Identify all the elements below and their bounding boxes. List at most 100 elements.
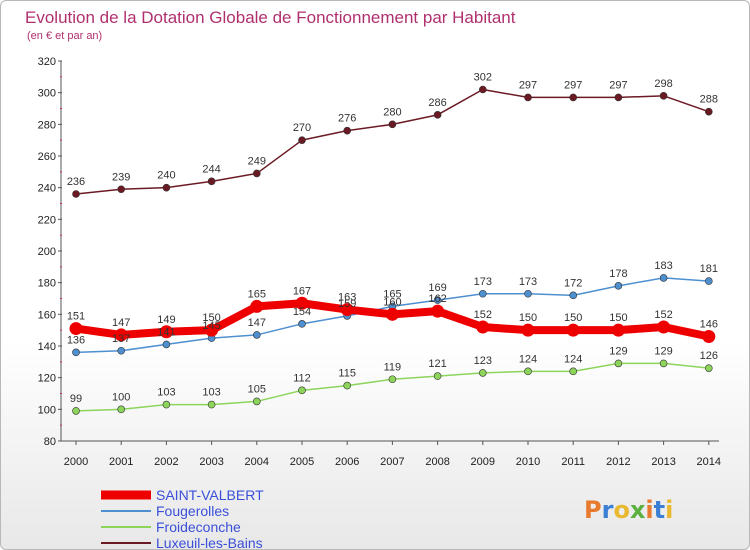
data-label-froideconche: 100 — [112, 391, 130, 403]
point-froideconche — [162, 400, 171, 409]
x-tick-label: 2013 — [651, 456, 675, 468]
data-label-luxeuil-les-bains: 280 — [383, 106, 401, 118]
data-label-luxeuil-les-bains: 298 — [654, 78, 672, 90]
point-froideconche — [117, 405, 125, 414]
point-fougerolles — [72, 348, 80, 357]
data-label-froideconche: 105 — [248, 383, 266, 395]
data-label-saint-valbert: 160 — [383, 296, 401, 308]
y-tick-label: 220 — [38, 214, 56, 226]
data-label-saint-valbert: 150 — [609, 312, 627, 324]
data-label-fougerolles: 141 — [157, 326, 175, 338]
point-fougerolles — [614, 282, 623, 290]
point-froideconche — [524, 367, 532, 376]
x-tick-label: 2012 — [606, 456, 630, 468]
data-label-saint-valbert: 146 — [700, 319, 718, 331]
legend-label: Luxeuil-les-Bains — [156, 535, 263, 550]
point-luxeuil-les-bains — [614, 93, 623, 102]
point-froideconche — [704, 364, 713, 372]
point-froideconche — [569, 367, 578, 376]
point-luxeuil-les-bains — [72, 190, 80, 198]
point-froideconche — [478, 369, 487, 377]
point-fougerolles — [117, 346, 125, 355]
point-saint-valbert — [250, 299, 264, 313]
point-froideconche — [614, 359, 623, 368]
legend: SAINT-VALBERTFougerollesFroideconcheLuxe… — [101, 487, 264, 550]
legend-label: Froideconche — [156, 519, 241, 535]
data-label-saint-valbert: 150 — [202, 312, 220, 324]
data-label-luxeuil-les-bains: 302 — [474, 72, 492, 84]
data-label-froideconche: 121 — [428, 358, 446, 370]
x-tick-label: 2007 — [380, 456, 404, 468]
data-label-luxeuil-les-bains: 249 — [248, 155, 266, 167]
point-luxeuil-les-bains — [704, 107, 713, 116]
point-luxeuil-les-bains — [569, 93, 578, 102]
data-label-fougerolles: 159 — [338, 298, 356, 310]
point-fougerolles — [433, 296, 442, 304]
point-froideconche — [298, 386, 306, 395]
data-label-saint-valbert: 163 — [338, 292, 356, 304]
y-tick-label: 120 — [38, 373, 56, 385]
chart-title: Evolution de la Dotation Globale de Fonc… — [25, 8, 516, 27]
point-saint-valbert — [702, 330, 716, 343]
data-label-fougerolles: 137 — [112, 333, 130, 345]
data-label-froideconche: 115 — [338, 368, 356, 380]
x-tick-label: 2011 — [561, 456, 585, 468]
point-fougerolles — [704, 277, 713, 285]
x-tick-label: 2002 — [154, 456, 178, 468]
data-label-froideconche: 123 — [474, 355, 492, 367]
point-luxeuil-les-bains — [162, 183, 171, 192]
point-saint-valbert — [159, 325, 173, 339]
y-tick-label: 300 — [38, 88, 56, 100]
data-label-fougerolles: 172 — [564, 277, 582, 289]
series-layer — [69, 85, 716, 415]
data-label-saint-valbert: 162 — [428, 293, 446, 305]
point-saint-valbert — [476, 320, 490, 334]
data-label-saint-valbert: 167 — [293, 285, 311, 297]
point-luxeuil-les-bains — [478, 85, 487, 94]
y-tick-label: 320 — [38, 56, 56, 68]
x-tick-label: 2010 — [516, 456, 540, 468]
y-tick-label: 280 — [38, 119, 56, 131]
y-tick-label: 260 — [38, 151, 56, 163]
point-luxeuil-les-bains — [388, 120, 397, 129]
data-label-fougerolles: 136 — [67, 334, 85, 346]
y-tick-label: 80 — [44, 436, 56, 448]
y-tick-label: 140 — [38, 341, 56, 353]
point-saint-valbert — [566, 323, 580, 337]
data-label-fougerolles: 165 — [383, 288, 401, 300]
point-fougerolles — [253, 331, 261, 339]
point-saint-valbert — [340, 303, 354, 317]
data-label-froideconche: 103 — [202, 387, 220, 399]
point-froideconche — [388, 375, 397, 384]
point-fougerolles — [478, 289, 487, 298]
point-fougerolles — [524, 289, 532, 298]
y-tick-label: 200 — [38, 246, 56, 258]
x-tick-label: 2003 — [199, 456, 223, 468]
point-fougerolles — [659, 274, 668, 282]
data-label-fougerolles: 178 — [609, 268, 627, 280]
data-label-fougerolles: 173 — [474, 276, 492, 288]
data-label-froideconche: 126 — [700, 350, 718, 362]
data-label-saint-valbert: 151 — [67, 311, 85, 323]
point-froideconche — [343, 381, 352, 390]
point-saint-valbert — [114, 328, 128, 342]
point-saint-valbert — [385, 307, 399, 321]
data-label-luxeuil-les-bains: 240 — [157, 170, 175, 182]
y-tick-label: 100 — [38, 404, 56, 416]
data-label-froideconche: 124 — [564, 353, 582, 365]
x-tick-label: 2004 — [245, 456, 269, 468]
point-fougerolles — [298, 320, 306, 328]
data-label-luxeuil-les-bains: 244 — [202, 163, 220, 175]
y-tick-label: 240 — [38, 183, 56, 195]
point-froideconche — [207, 400, 216, 409]
data-label-saint-valbert: 152 — [474, 309, 492, 321]
data-label-luxeuil-les-bains: 239 — [112, 171, 130, 183]
data-label-froideconche: 129 — [654, 345, 672, 357]
data-label-fougerolles: 183 — [654, 260, 672, 272]
point-saint-valbert — [69, 322, 83, 336]
data-label-saint-valbert: 150 — [519, 312, 537, 324]
point-fougerolles — [569, 291, 578, 300]
point-luxeuil-les-bains — [659, 92, 668, 100]
